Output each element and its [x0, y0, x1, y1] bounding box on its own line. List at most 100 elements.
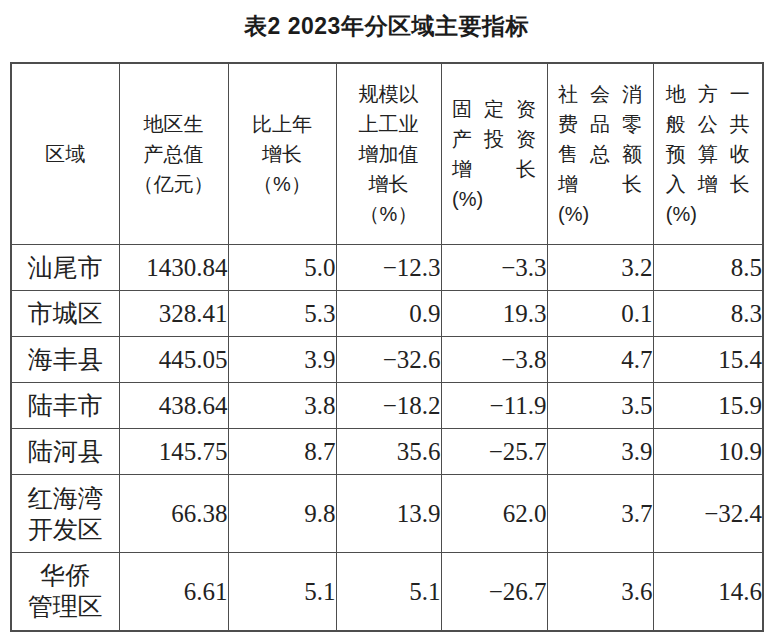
header-line: 般公共 [666, 109, 750, 139]
value-cell-industry-growth: 5.1 [336, 553, 441, 631]
region-line: 海丰县 [12, 344, 119, 375]
header-char: 增 [558, 169, 578, 199]
region-cell: 汕尾市 [11, 245, 119, 291]
value-cell-gdp-growth: 3.9 [228, 337, 336, 383]
header-char: 资 [516, 124, 536, 154]
value-cell-investment-growth: 62.0 [441, 475, 547, 553]
table-row: 海丰县445.053.9−32.6−3.84.715.4 [11, 337, 763, 383]
value-cell-gdp: 328.41 [119, 291, 228, 337]
header-char: 算 [698, 139, 718, 169]
table-row: 华侨管理区6.615.15.1−26.73.614.6 [11, 553, 763, 631]
value-cell-budget-growth: 15.9 [653, 383, 763, 429]
value-cell-industry-growth: −12.3 [336, 245, 441, 291]
table-body: 汕尾市1430.845.0−12.3−3.33.28.5市城区328.415.3… [11, 245, 763, 631]
header-line: 比上年 [235, 109, 330, 139]
value-cell-investment-growth: −11.9 [441, 383, 547, 429]
header-char: 售 [558, 139, 578, 169]
value-cell-gdp-growth: 9.8 [228, 475, 336, 553]
document-page: 表2 2023年分区域主要指标 区域地区生产总值（亿元）比上年增长（%）规模以上… [0, 0, 773, 634]
header-char: 收 [730, 139, 750, 169]
header-line: 售总额 [558, 139, 642, 169]
value-cell-industry-growth: 35.6 [336, 429, 441, 475]
header-line: 入增长 [666, 169, 750, 199]
header-line: 增长 [558, 169, 642, 199]
header-char: 消 [622, 79, 642, 109]
value-cell-retail-growth: 3.7 [547, 475, 653, 553]
table-row: 陆丰市438.643.8−18.2−11.93.515.9 [11, 383, 763, 429]
value-cell-retail-growth: 0.1 [547, 291, 653, 337]
header-row: 区域地区生产总值（亿元）比上年增长（%）规模以上工业增加值增长（%）固定资产投资… [11, 63, 763, 245]
value-cell-budget-growth: 15.4 [653, 337, 763, 383]
header-char: 共 [730, 109, 750, 139]
value-cell-gdp: 445.05 [119, 337, 228, 383]
header-text-block: 社会消费品零售总额增长(%) [558, 79, 642, 229]
header-line: 地方一 [666, 79, 750, 109]
header-char: 般 [666, 109, 686, 139]
value-cell-gdp: 6.61 [119, 553, 228, 631]
header-line: （亿元） [126, 169, 222, 199]
value-cell-budget-growth: 8.3 [653, 291, 763, 337]
header-line: (%) [558, 199, 642, 229]
header-line: (%) [452, 184, 536, 214]
table-title: 表2 2023年分区域主要指标 [0, 0, 773, 41]
region-cell: 海丰县 [11, 337, 119, 383]
region-line: 开发区 [12, 514, 119, 545]
col-header-budget-growth: 地方一般公共预算收入增长(%) [653, 63, 763, 245]
header-text-block: 固定资产投资增长(%) [452, 94, 536, 214]
value-cell-gdp: 438.64 [119, 383, 228, 429]
region-line: 红海湾 [12, 483, 119, 514]
header-line: 规模以 [343, 79, 435, 109]
region-cell: 华侨管理区 [11, 553, 119, 631]
region-cell: 市城区 [11, 291, 119, 337]
table-row: 陆河县145.758.735.6−25.73.910.9 [11, 429, 763, 475]
region-cell: 红海湾开发区 [11, 475, 119, 553]
value-cell-retail-growth: 4.7 [547, 337, 653, 383]
col-header-region: 区域 [11, 63, 119, 245]
header-line: (%) [666, 199, 750, 229]
region-line: 管理区 [12, 591, 119, 622]
region-line: 陆丰市 [12, 390, 119, 421]
header-char: 地 [666, 79, 686, 109]
header-char: 方 [698, 79, 718, 109]
header-char: 总 [590, 139, 610, 169]
header-line: 费品零 [558, 109, 642, 139]
header-char: 入 [666, 169, 686, 199]
value-cell-investment-growth: −25.7 [441, 429, 547, 475]
header-line: 区域 [18, 139, 113, 169]
value-cell-budget-growth: −32.4 [653, 475, 763, 553]
header-line: 上工业 [343, 109, 435, 139]
header-char: 零 [622, 109, 642, 139]
col-header-retail-growth: 社会消费品零售总额增长(%) [547, 63, 653, 245]
header-char: 长 [516, 154, 536, 184]
header-char: 公 [698, 109, 718, 139]
header-char: 增 [698, 169, 718, 199]
header-line: 产投资 [452, 124, 536, 154]
value-cell-budget-growth: 10.9 [653, 429, 763, 475]
value-cell-gdp: 1430.84 [119, 245, 228, 291]
table-row: 汕尾市1430.845.0−12.3−3.33.28.5 [11, 245, 763, 291]
header-char: 长 [622, 169, 642, 199]
header-line: （%） [235, 169, 330, 199]
header-line: 增长 [452, 154, 536, 184]
value-cell-budget-growth: 14.6 [653, 553, 763, 631]
header-line: 增长 [235, 139, 330, 169]
region-line: 陆河县 [12, 436, 119, 467]
header-char: 社 [558, 79, 578, 109]
header-char: 费 [558, 109, 578, 139]
value-cell-investment-growth: −3.3 [441, 245, 547, 291]
header-char: 定 [484, 94, 504, 124]
col-header-gdp-growth: 比上年增长（%） [228, 63, 336, 245]
header-char: 资 [516, 94, 536, 124]
region-line: 市城区 [12, 298, 119, 329]
header-line: （%） [343, 199, 435, 229]
value-cell-retail-growth: 3.5 [547, 383, 653, 429]
header-line: 预算收 [666, 139, 750, 169]
value-cell-gdp-growth: 5.1 [228, 553, 336, 631]
indicators-table: 区域地区生产总值（亿元）比上年增长（%）规模以上工业增加值增长（%）固定资产投资… [10, 62, 764, 632]
header-char: 品 [590, 109, 610, 139]
value-cell-industry-growth: −32.6 [336, 337, 441, 383]
header-char: 会 [590, 79, 610, 109]
header-text-block: 地方一般公共预算收入增长(%) [666, 79, 750, 229]
header-line: 固定资 [452, 94, 536, 124]
value-cell-retail-growth: 3.6 [547, 553, 653, 631]
